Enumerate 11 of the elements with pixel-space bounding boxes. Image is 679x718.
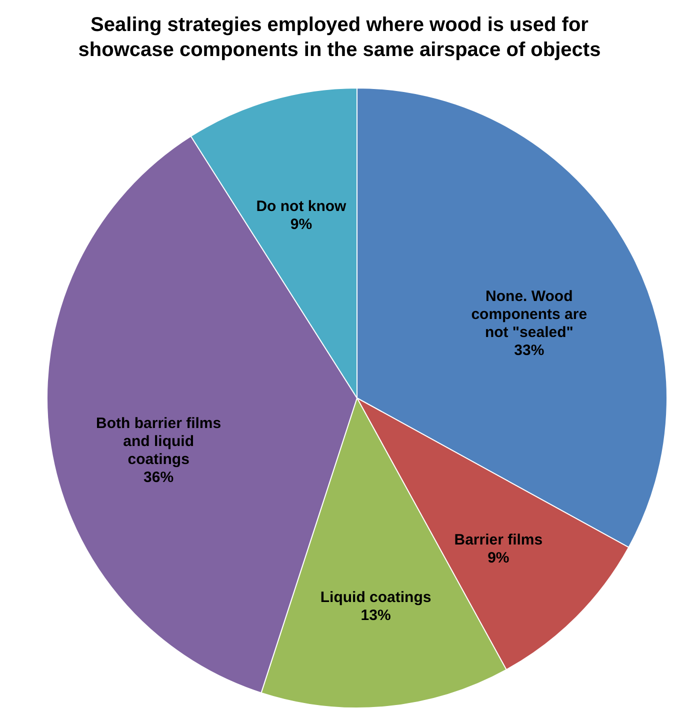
slice-label: Barrier films: [454, 531, 543, 548]
data-label: 9%: [290, 216, 312, 233]
data-label: 9%: [488, 549, 510, 566]
chart-title: Sealing strategies employed where wood is used for showcase components in the same airspace of objects: [78, 14, 601, 61]
data-label: 13%: [360, 607, 391, 624]
slice-label: None. Wood components are not "sealed": [471, 288, 588, 342]
slice-label: Both barrier films and liquid coatings: [96, 415, 222, 468]
data-label: 33%: [514, 342, 544, 360]
slice-label: Liquid coatings: [320, 589, 432, 606]
data-label: 36%: [144, 469, 174, 486]
slice-label: Do not know: [256, 198, 347, 215]
